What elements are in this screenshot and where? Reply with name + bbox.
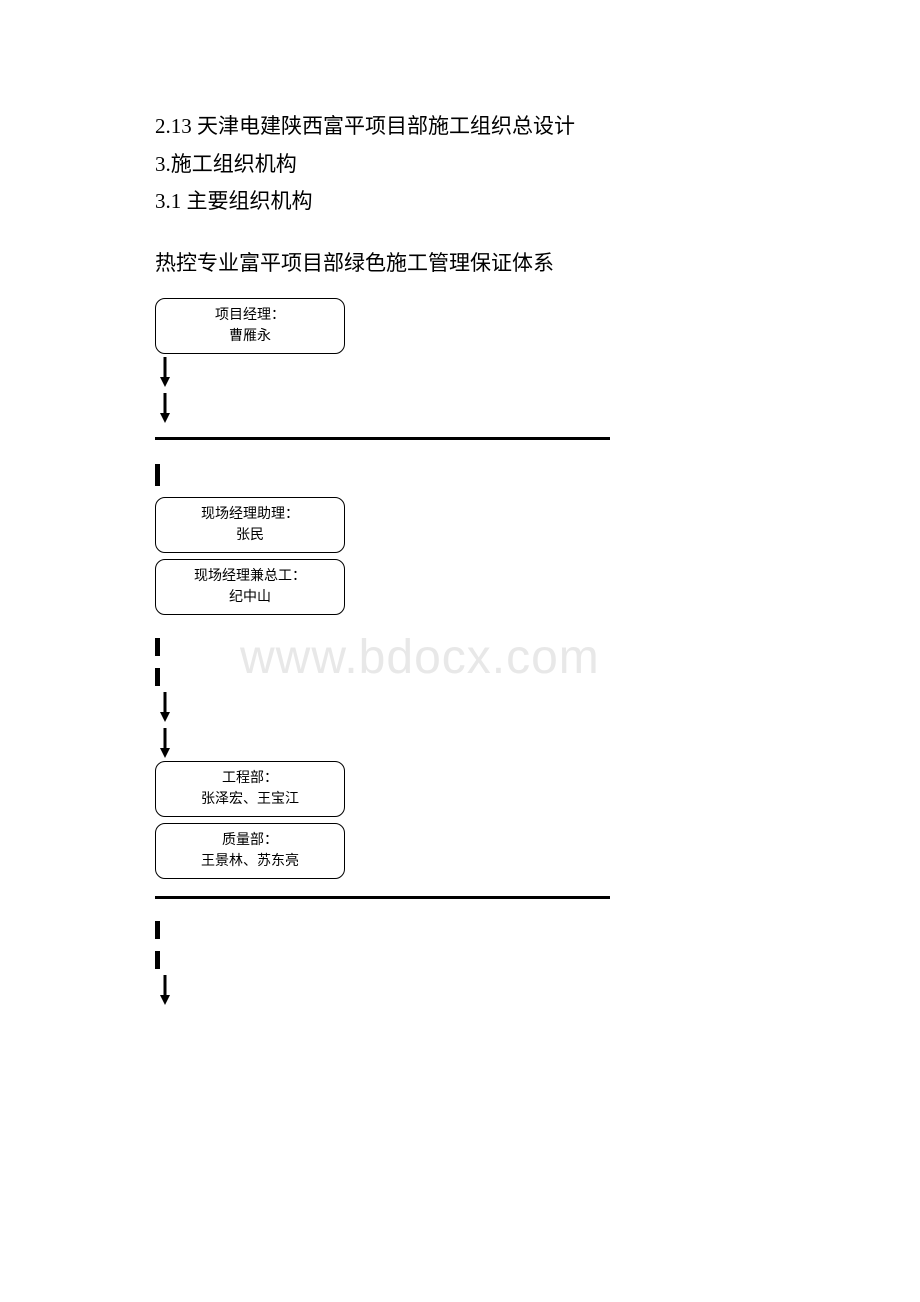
node-value: 张泽宏、王宝江	[174, 789, 326, 810]
node-label: 现场经理助理：	[174, 504, 326, 525]
document-content: 2.13 天津电建陕西富平项目部施工组织总设计 3.施工组织机构 3.1 主要组…	[0, 0, 920, 1065]
node-project-manager: 项目经理： 曹雁永	[155, 298, 345, 354]
arrow-down-icon	[155, 975, 175, 1005]
arrow-down-icon	[155, 393, 175, 423]
horizontal-rule	[155, 896, 610, 899]
node-label: 项目经理：	[174, 305, 326, 326]
node-value: 张民	[174, 525, 326, 546]
arrow-down-icon	[155, 728, 175, 758]
node-value: 曹雁永	[174, 326, 326, 347]
connector-bar	[155, 638, 160, 656]
flowchart-container: 项目经理： 曹雁永 现场经理助理： 张民 现场经理兼总工： 纪中山	[155, 295, 765, 1005]
heading-213: 2.13 天津电建陕西富平项目部施工组织总设计	[155, 110, 765, 144]
node-engineering-dept: 工程部： 张泽宏、王宝江	[155, 761, 345, 817]
connector-bar	[155, 464, 160, 486]
node-label: 现场经理兼总工：	[174, 566, 326, 587]
connector-bar	[155, 921, 160, 939]
flowchart-title: 热控专业富平项目部绿色施工管理保证体系	[155, 247, 765, 277]
node-label: 质量部：	[174, 830, 326, 851]
heading-3: 3.施工组织机构	[155, 148, 765, 182]
node-quality-dept: 质量部： 王景林、苏东亮	[155, 823, 345, 879]
arrow-down-icon	[155, 692, 175, 722]
connector-bar	[155, 951, 160, 969]
arrow-down-icon	[155, 357, 175, 387]
node-value: 王景林、苏东亮	[174, 851, 326, 872]
node-site-manager: 现场经理兼总工： 纪中山	[155, 559, 345, 615]
horizontal-rule	[155, 437, 610, 440]
node-label: 工程部：	[174, 768, 326, 789]
heading-31: 3.1 主要组织机构	[155, 185, 765, 219]
node-assistant-manager: 现场经理助理： 张民	[155, 497, 345, 553]
connector-bar	[155, 668, 160, 686]
node-value: 纪中山	[174, 587, 326, 608]
